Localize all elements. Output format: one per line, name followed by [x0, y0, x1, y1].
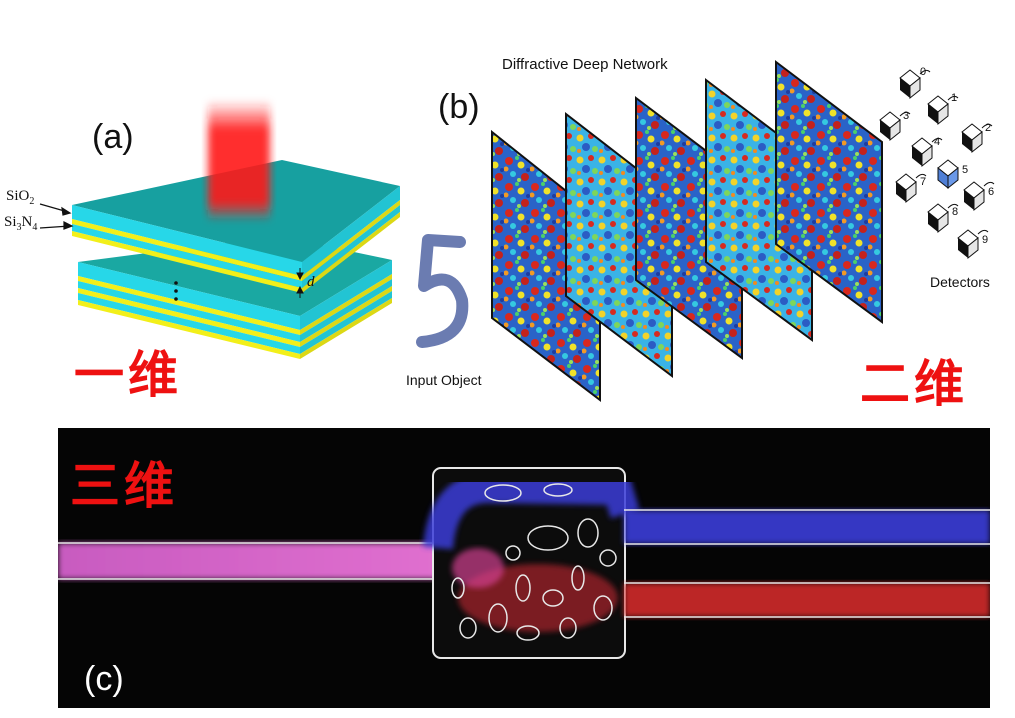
detector-9-icon: [957, 229, 989, 260]
layer-arrows: [39, 203, 74, 230]
panel-c: 三维 (c): [58, 428, 990, 708]
diffractive-network-title: Diffractive Deep Network: [502, 56, 668, 73]
detector-2-icon: [961, 123, 993, 154]
detector-6-icon: [963, 181, 995, 212]
detector-3-icon: [879, 111, 911, 142]
detectors-label: Detectors: [930, 274, 990, 290]
inverse-design-region: [423, 467, 640, 659]
detector-number-0: 0: [920, 66, 927, 78]
detector-number-4: 4: [934, 136, 941, 148]
thickness-label: d: [307, 274, 315, 290]
lower-output-waveguide: [624, 582, 990, 618]
sio2-label: SiO2: [6, 188, 35, 207]
thickness-marker: [296, 268, 304, 298]
input-object-label: Input Object: [406, 372, 482, 388]
detector-number-8: 8: [952, 206, 959, 218]
diffractive-layers-illustration: [416, 59, 995, 403]
two-dimension-label: 二维: [860, 355, 968, 413]
panel-a-label: (a): [92, 118, 134, 156]
detector-number-7: 7: [920, 176, 927, 188]
upper-output-waveguide: [624, 509, 990, 545]
laser-beam: [208, 100, 270, 220]
detector-0-icon: [899, 69, 931, 100]
layered-stack-illustration: [39, 100, 400, 359]
three-dimension-label: 三维: [70, 457, 178, 515]
panel-a: (a): [0, 0, 420, 410]
detector-number-3: 3: [903, 110, 910, 122]
detector-1-icon: [927, 95, 959, 126]
detector-number-6: 6: [988, 186, 995, 198]
panel-c-label: (c): [84, 660, 124, 698]
one-dimension-label: 一维: [74, 346, 182, 404]
photonic-device-illustration: [58, 467, 990, 659]
detector-8-icon: [927, 203, 959, 234]
diffractive-layer-5: [775, 59, 883, 324]
detector-4-icon: [911, 137, 943, 168]
repeat-dots-icon: [174, 281, 178, 301]
input-digit-5-icon: [416, 234, 469, 348]
detectors-group: [879, 69, 995, 260]
detector-number-1: 1: [951, 92, 958, 104]
si3n4-label: Si3N4: [4, 214, 38, 233]
input-waveguide: [58, 542, 438, 580]
detector-number-2: 2: [985, 122, 992, 134]
panel-b: (b) Diffractive Deep Network: [400, 0, 1015, 420]
panel-b-label: (b): [438, 88, 480, 126]
detector-number-9: 9: [982, 234, 989, 246]
detector-number-5: 5: [962, 164, 969, 176]
detector-7-icon: [895, 173, 927, 204]
detector-5-icon: [937, 159, 959, 190]
